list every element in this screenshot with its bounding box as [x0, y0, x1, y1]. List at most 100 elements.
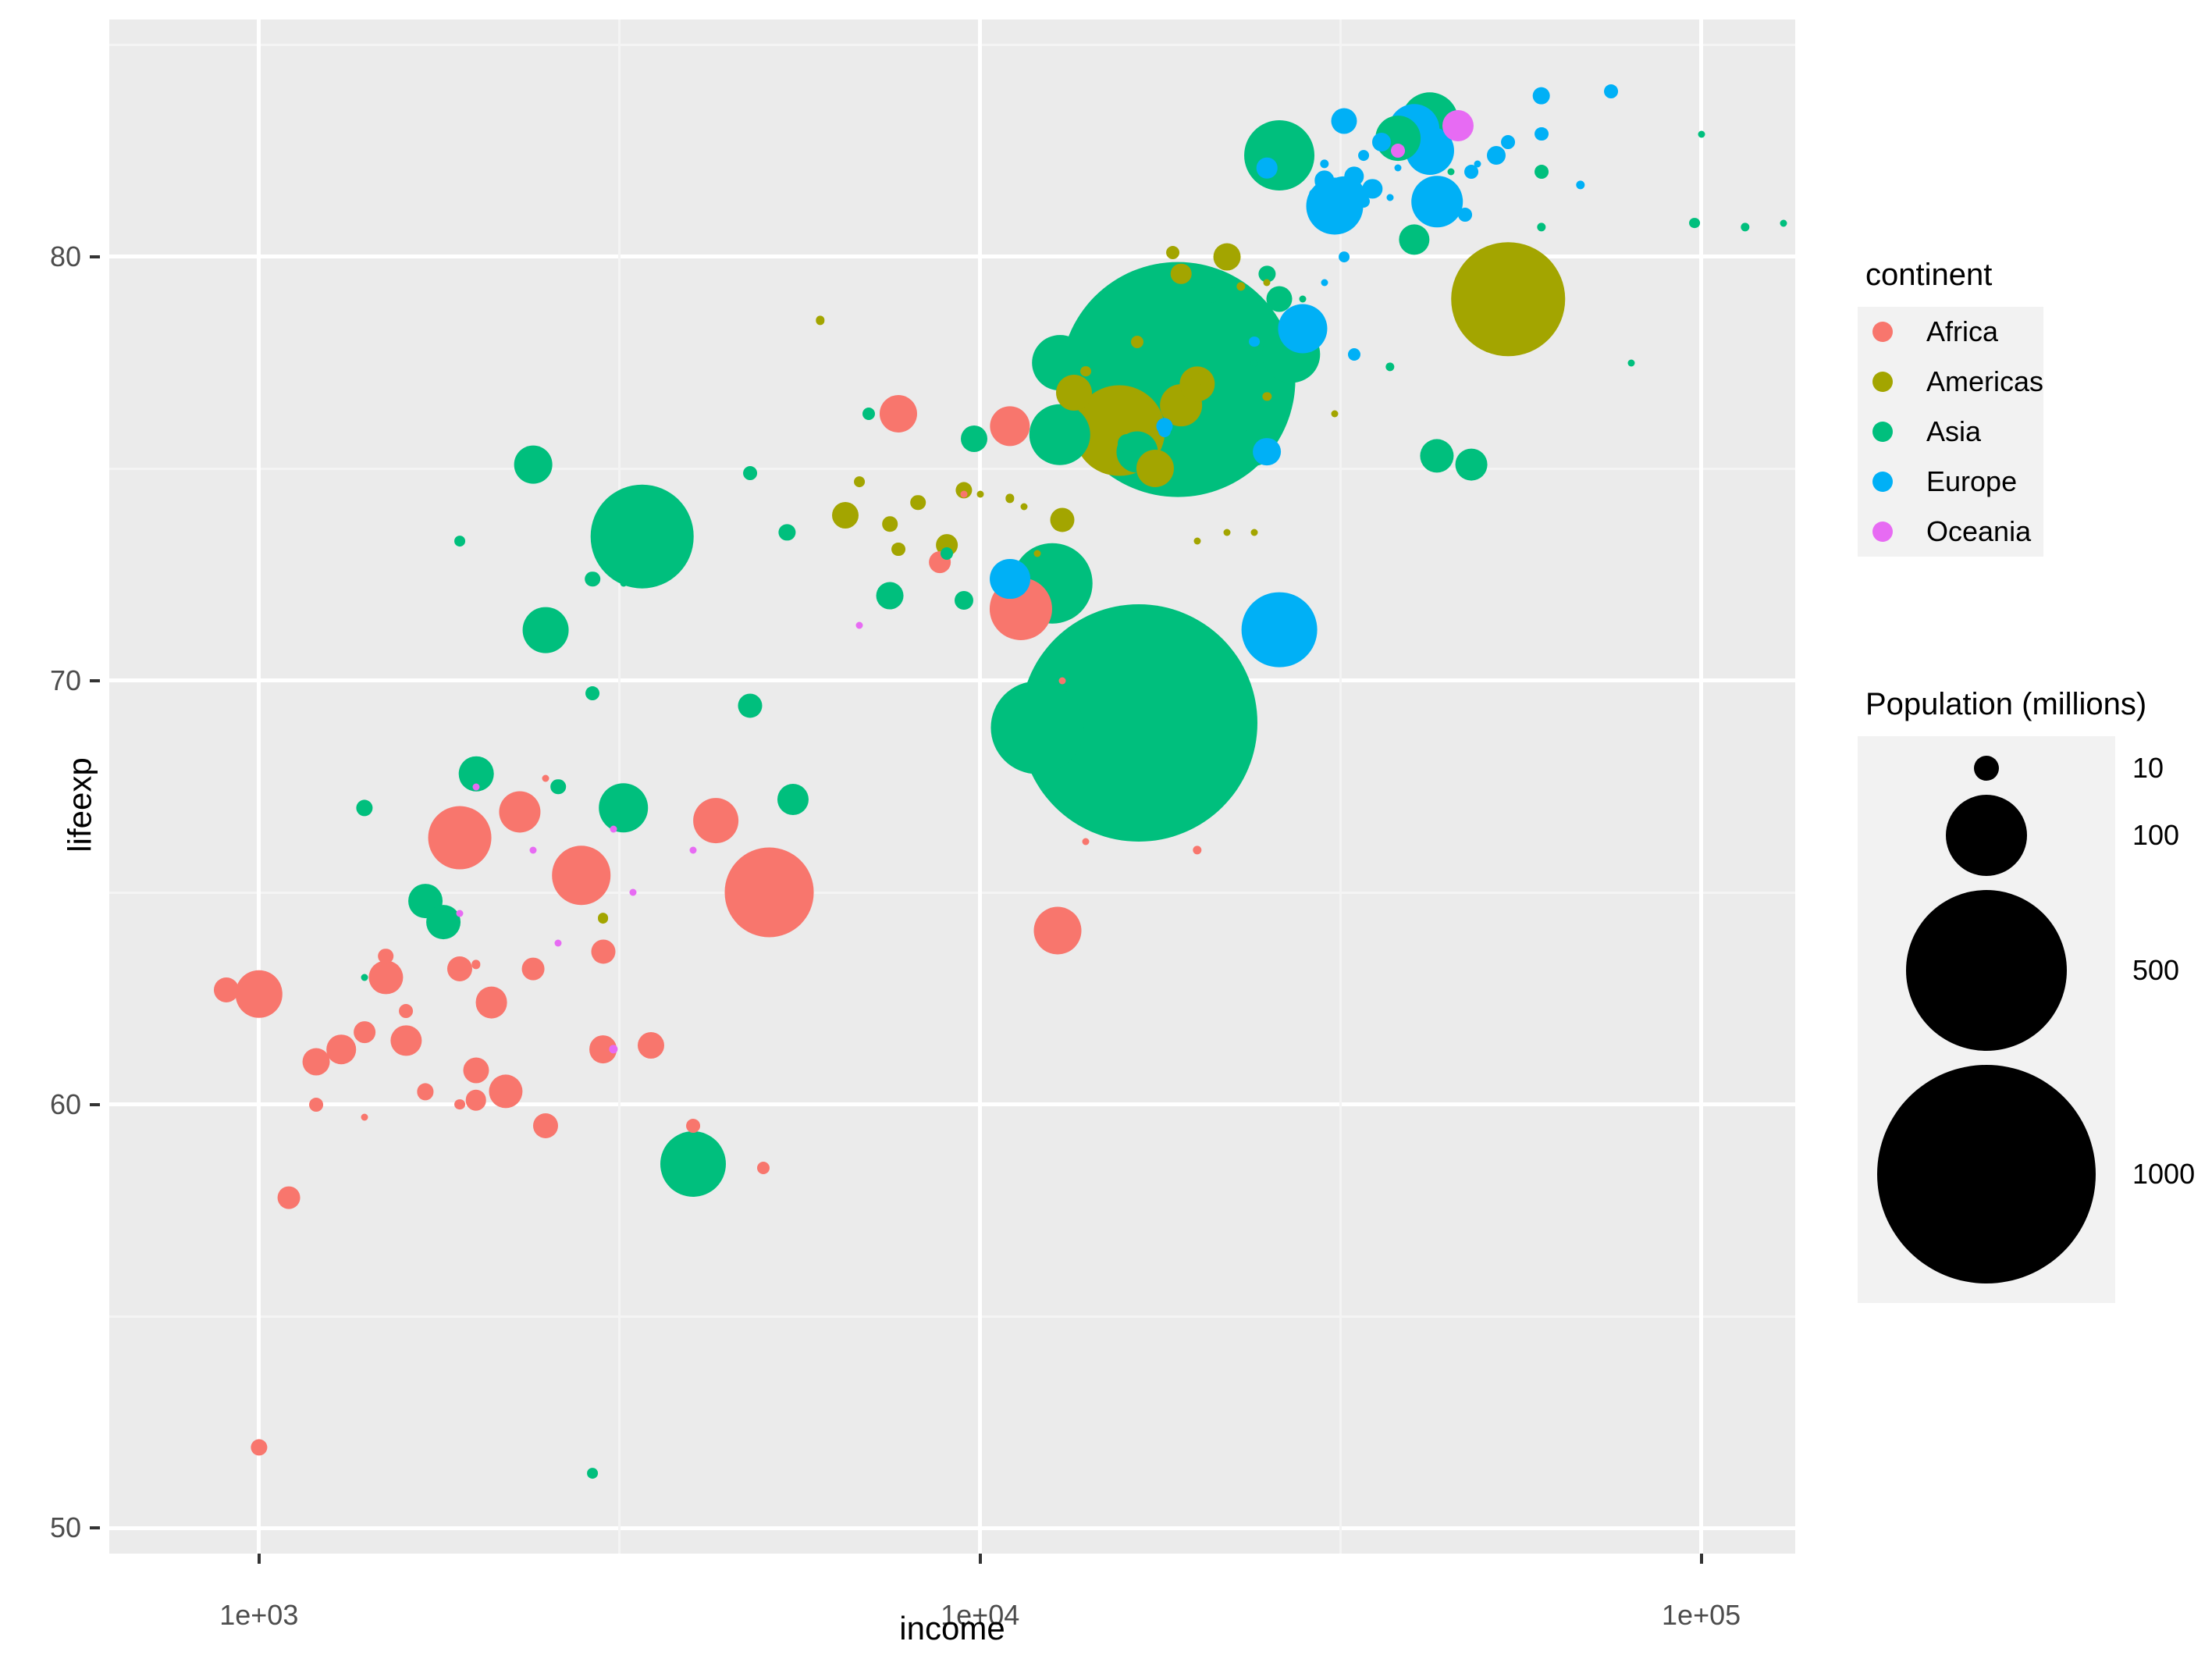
data-point [724, 847, 814, 938]
continent-legend-item-africa[interactable]: Africa [1858, 307, 2043, 357]
data-point [1319, 158, 1329, 169]
size-legend-bubble [1906, 890, 2067, 1051]
data-point [1193, 537, 1201, 545]
data-point [1780, 219, 1787, 227]
data-point [368, 960, 404, 995]
data-point [1740, 223, 1750, 232]
data-point [629, 888, 637, 896]
continent-legend-item-americas[interactable]: Americas [1858, 357, 2043, 407]
data-point [1411, 176, 1463, 228]
data-point [1193, 846, 1202, 855]
data-point [326, 1034, 356, 1064]
gridline-x-major [978, 20, 983, 1554]
data-point [1501, 135, 1516, 150]
data-point [590, 484, 695, 589]
data-point [425, 905, 461, 940]
legend-dot-icon [1872, 422, 1893, 442]
data-point [620, 579, 627, 587]
data-point [960, 490, 968, 498]
y-axis: 50 60 70 80 [0, 20, 100, 1554]
continent-legend-item-asia[interactable]: Asia [1858, 407, 2043, 457]
gridline-y-major [109, 678, 1795, 683]
data-point [399, 1004, 414, 1019]
size-legend-label: 500 [2132, 954, 2180, 986]
size-legend-label: 1000 [2132, 1158, 2196, 1190]
data-point [990, 680, 1084, 774]
data-point [879, 394, 917, 433]
data-point [417, 1083, 434, 1100]
data-point [1627, 359, 1635, 367]
data-point [456, 910, 464, 917]
data-point [1165, 245, 1180, 260]
data-point [1357, 195, 1370, 208]
data-point [882, 516, 898, 532]
data-point [251, 1439, 268, 1456]
data-point [1244, 119, 1315, 190]
data-point [1170, 263, 1192, 284]
data-point [552, 846, 611, 906]
data-point [1250, 359, 1258, 367]
data-point [1029, 404, 1091, 466]
data-point [472, 783, 480, 790]
y-tick-label: 50 [49, 1511, 81, 1544]
continent-legend-item-europe[interactable]: Europe [1858, 457, 2043, 507]
size-legend-label: 10 [2132, 752, 2164, 784]
data-point [1447, 168, 1455, 176]
data-point [778, 524, 796, 541]
data-point [743, 465, 758, 480]
data-point [738, 693, 763, 718]
data-point [816, 315, 825, 326]
data-point [587, 1467, 598, 1479]
data-point [1487, 145, 1506, 165]
data-point [610, 825, 617, 833]
data-point [309, 1097, 323, 1112]
data-point [689, 846, 697, 854]
data-point [1005, 493, 1015, 504]
data-point [1136, 450, 1175, 488]
legend-color-swatch [1858, 507, 1908, 557]
data-point [1263, 279, 1271, 287]
data-point [447, 956, 473, 981]
legend-item-label: Americas [1926, 365, 2044, 397]
data-point [891, 542, 905, 557]
data-point [1223, 529, 1231, 536]
data-point [1536, 223, 1546, 232]
data-point [854, 475, 865, 487]
gridline-y-minor [109, 44, 1795, 47]
data-point [855, 621, 863, 629]
y-tick-mark [90, 255, 100, 258]
gridline-x-minor [1339, 20, 1342, 1554]
x-axis: 1e+03 1e+04 1e+05 [109, 1554, 1795, 1639]
gridline-x-major [1699, 20, 1704, 1554]
data-point [277, 1186, 301, 1209]
data-point [1307, 208, 1319, 220]
data-point [521, 957, 545, 981]
data-point [1455, 448, 1488, 481]
data-point [598, 782, 649, 833]
data-point [1314, 170, 1335, 190]
data-point [1213, 243, 1241, 271]
legend-item-label: Asia [1926, 415, 1982, 447]
legend-color-swatch [1858, 357, 1908, 407]
data-point [831, 502, 859, 529]
data-point [1257, 157, 1278, 179]
data-point [1331, 410, 1339, 418]
data-point [302, 1048, 330, 1076]
data-point [1344, 166, 1364, 187]
data-point [1331, 108, 1357, 134]
data-point [1399, 224, 1430, 255]
data-point [361, 1113, 368, 1121]
data-point [465, 1089, 487, 1111]
data-point [1204, 287, 1221, 303]
data-point [542, 774, 549, 782]
y-tick-mark [90, 1102, 100, 1106]
x-tick-mark [1699, 1554, 1703, 1564]
data-point [1058, 677, 1066, 685]
data-point [1130, 335, 1143, 348]
data-point [1190, 373, 1204, 386]
data-point [1420, 439, 1454, 473]
size-legend-bubble [1946, 795, 2027, 876]
gridline-y-major [109, 1102, 1795, 1107]
continent-legend-item-oceania[interactable]: Oceania [1858, 507, 2043, 557]
